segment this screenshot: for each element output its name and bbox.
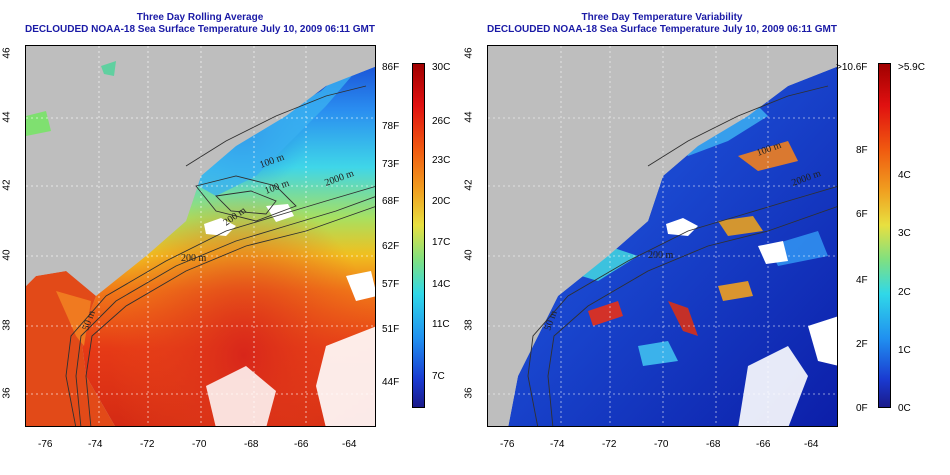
left-title-line1: Three Day Rolling Average (136, 12, 264, 23)
left-lon-tick: -74 (88, 439, 103, 450)
right-cbar-c-label: 4C (898, 170, 911, 181)
right-cbar-f-label: 0F (856, 403, 868, 414)
left-map-graphic: 100 m 2000 m 200 m 200 m 100 m 50 m (26, 46, 375, 426)
left-cbar-f-label: 62F (382, 241, 400, 252)
left-cbar-f-label: 78F (382, 121, 400, 132)
right-title-line1: Three Day Temperature Variability (581, 12, 743, 23)
left-lat-tick: 44 (1, 111, 13, 123)
left-cbar-c-label: 23C (432, 155, 451, 166)
right-lat-tick: 40 (463, 249, 475, 261)
right-cbar-f-label: 2F (856, 339, 868, 350)
left-lat-tick: 36 (1, 387, 13, 399)
right-variability-colorbar (878, 63, 891, 408)
left-cbar-c-label: 17C (432, 237, 451, 248)
left-lon-tick: -66 (294, 439, 309, 450)
right-lat-tick: 38 (463, 319, 475, 331)
left-lon-tick: -68 (244, 439, 259, 450)
left-cbar-f-label: 57F (382, 279, 400, 290)
right-lon-tick: -64 (804, 439, 819, 450)
right-cbar-c-label: 1C (898, 345, 911, 356)
left-lon-tick: -64 (342, 439, 357, 450)
left-temperature-colorbar (412, 63, 425, 408)
right-lon-tick: -70 (654, 439, 669, 450)
left-cbar-f-label: 51F (382, 324, 400, 335)
left-lon-tick: -70 (192, 439, 207, 450)
right-contour-label: 200 m (648, 250, 674, 261)
right-title-line2: DECLOUDED NOAA-18 Sea Surface Temperatur… (487, 24, 837, 35)
left-cbar-f-label: 44F (382, 377, 400, 388)
right-lon-tick: -76 (500, 439, 515, 450)
right-cbar-c-label: 3C (898, 228, 911, 239)
left-sst-map: 100 m 2000 m 200 m 200 m 100 m 50 m (25, 45, 376, 427)
left-cbar-c-label: 30C (432, 62, 451, 73)
right-lat-tick: 42 (463, 179, 475, 191)
right-cbar-f-label: 6F (856, 209, 868, 220)
right-cbar-c-label: 0C (898, 403, 911, 414)
left-lat-tick: 40 (1, 249, 13, 261)
right-lat-tick: 36 (463, 387, 475, 399)
left-lat-tick: 42 (1, 179, 13, 191)
left-cbar-c-label: 14C (432, 279, 451, 290)
right-lon-tick: -72 (602, 439, 617, 450)
left-cbar-f-label: 73F (382, 159, 400, 170)
right-cbar-f-label: 8F (856, 145, 868, 156)
right-cbar-f-label: 4F (856, 275, 868, 286)
right-cbar-f-label: >10.6F (836, 62, 868, 73)
left-lat-tick: 38 (1, 319, 13, 331)
right-lon-tick: -74 (550, 439, 565, 450)
left-lon-tick: -72 (140, 439, 155, 450)
right-lat-tick: 46 (463, 47, 475, 59)
right-cbar-c-label: 2C (898, 287, 911, 298)
left-cbar-c-label: 7C (432, 371, 445, 382)
right-lat-tick: 44 (463, 111, 475, 123)
left-cbar-f-label: 68F (382, 196, 400, 207)
left-contour-label: 200 m (181, 253, 207, 264)
right-lon-tick: -66 (756, 439, 771, 450)
right-lon-tick: -68 (706, 439, 721, 450)
left-cbar-c-label: 11C (432, 319, 450, 330)
right-variability-map: 100 m 2000 m 200 m 50 m (487, 45, 838, 427)
left-lon-tick: -76 (38, 439, 53, 450)
left-title-line2: DECLOUDED NOAA-18 Sea Surface Temperatur… (25, 24, 375, 35)
right-cbar-c-label: >5.9C (898, 62, 925, 73)
left-cbar-c-label: 20C (432, 196, 451, 207)
left-lat-tick: 46 (1, 47, 13, 59)
left-cbar-c-label: 26C (432, 116, 451, 127)
right-map-graphic: 100 m 2000 m 200 m 50 m (488, 46, 837, 426)
left-cbar-f-label: 86F (382, 62, 400, 73)
